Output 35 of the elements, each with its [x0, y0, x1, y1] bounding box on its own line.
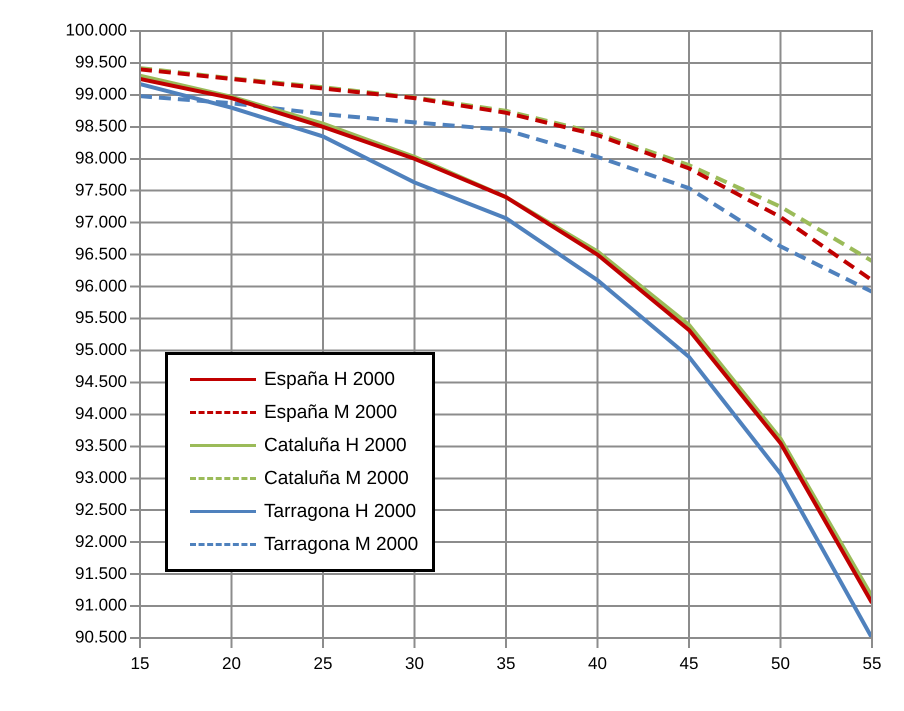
- legend-label: Tarragona M 2000: [264, 534, 418, 556]
- x-tick-label: 55: [862, 654, 882, 673]
- y-tick-label: 95.000: [75, 340, 127, 360]
- y-tick-label: 94.000: [75, 404, 127, 424]
- y-tick-label: 90.500: [75, 628, 127, 647]
- y-tick-label: 99.000: [75, 84, 127, 104]
- y-tick-label: 93.500: [75, 436, 127, 456]
- y-tick-label: 97.500: [75, 180, 127, 200]
- x-tick-label: 30: [405, 654, 424, 673]
- x-tick-label: 50: [771, 654, 790, 673]
- y-tick-label: 94.500: [75, 372, 127, 392]
- legend-label: Tarragona H 2000: [264, 500, 416, 522]
- y-tick-label: 96.000: [75, 276, 127, 296]
- x-tick-label: 25: [314, 654, 332, 673]
- x-tick-label: 45: [680, 654, 698, 673]
- x-tick-label: 40: [588, 654, 607, 673]
- y-tick-label: 92.500: [75, 500, 127, 519]
- y-tick-label: 92.000: [75, 532, 127, 551]
- legend-label: España M 2000: [264, 402, 398, 424]
- y-tick-label: 99.500: [75, 52, 127, 72]
- y-tick-label: 96.500: [75, 244, 127, 264]
- y-tick-label: 98.000: [75, 148, 127, 168]
- y-tick-label: 100.000: [66, 20, 127, 40]
- x-tick-label: 35: [496, 654, 516, 673]
- x-tick-label: 20: [222, 654, 241, 673]
- legend-label: Cataluña H 2000: [264, 434, 407, 456]
- y-tick-label: 97.000: [75, 212, 127, 232]
- y-tick-label: 91.000: [75, 596, 127, 615]
- y-tick-label: 91.500: [75, 564, 127, 583]
- legend-label: Cataluña M 2000: [264, 468, 409, 490]
- y-tick-label: 95.500: [75, 308, 127, 328]
- x-tick-label: 15: [130, 654, 150, 673]
- y-tick-label: 93.000: [75, 468, 127, 487]
- y-tick-label: 98.500: [75, 116, 127, 136]
- legend-label: España H 2000: [264, 368, 395, 390]
